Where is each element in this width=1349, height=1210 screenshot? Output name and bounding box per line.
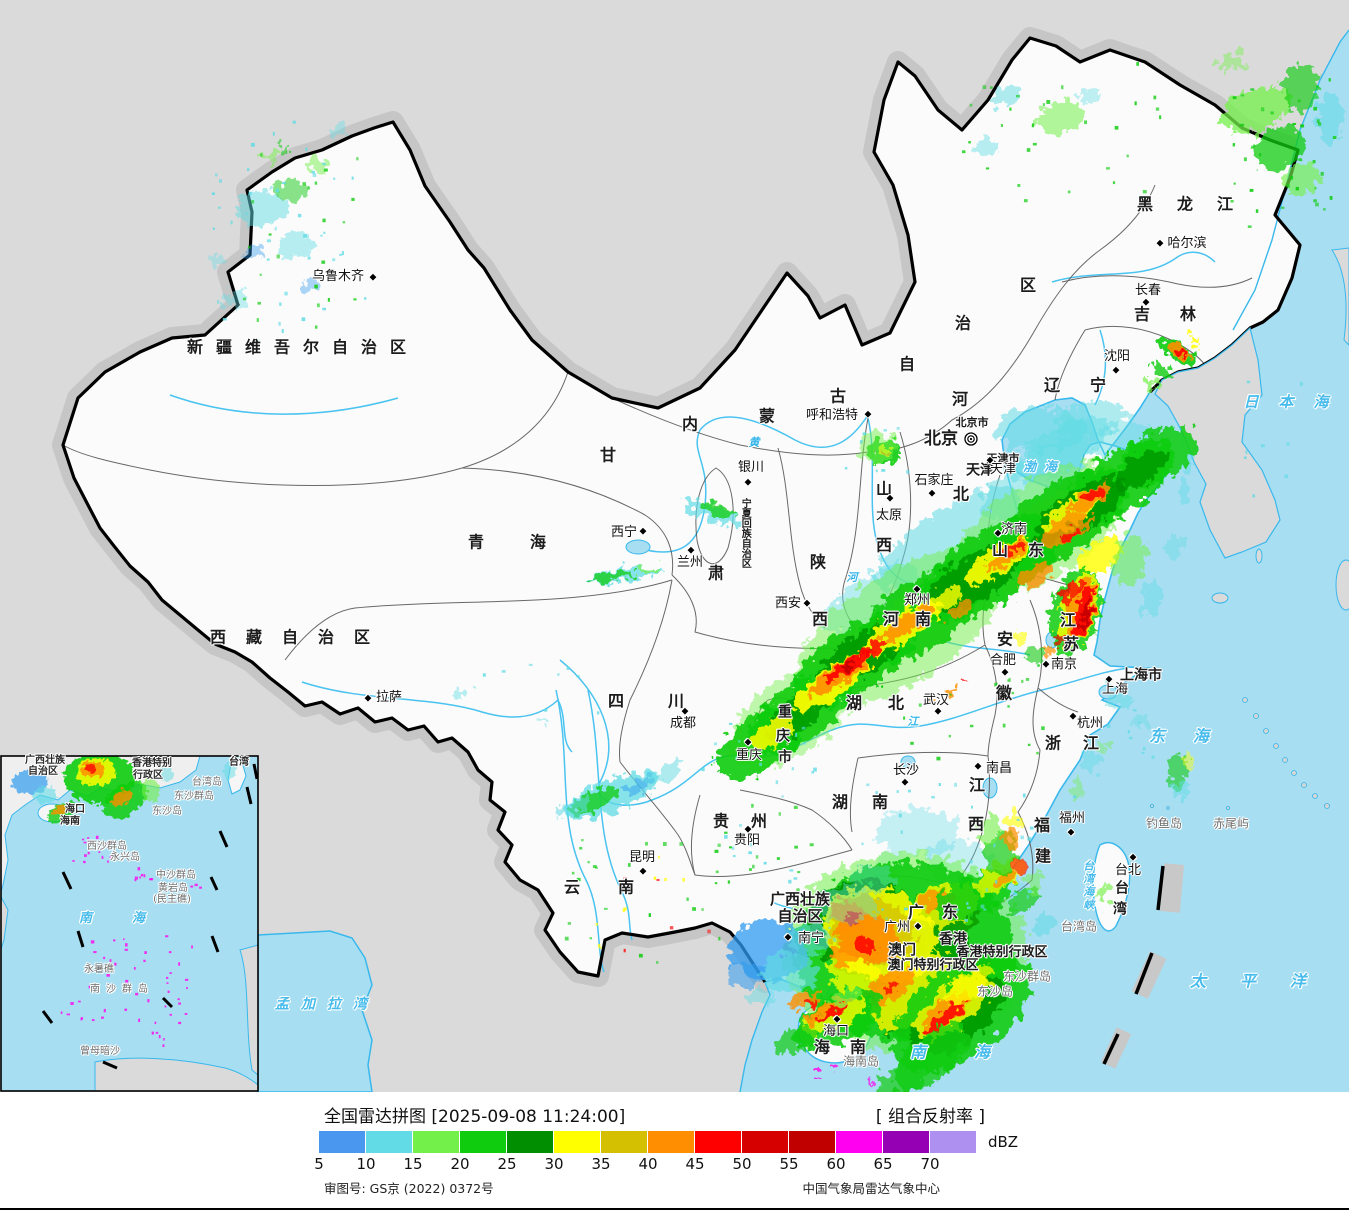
taiwan-island: [1092, 842, 1131, 932]
legend-bar: 全国雷达拼图 [2025-09-08 11:24:00] [ 组合反射率 ] d…: [0, 1092, 1349, 1206]
national-border: [61, 36, 1302, 983]
radar-echo-layer: [210, 53, 1343, 1092]
dbz-tick: 40: [638, 1155, 658, 1173]
beijing-capital-marker: [964, 432, 978, 446]
colorbar-swatch: [930, 1131, 976, 1153]
colorbar-swatch: [742, 1131, 788, 1153]
inset-island-dots: [60, 835, 202, 1048]
colorbar-swatch: [319, 1131, 365, 1153]
inset-radar-echoes: [12, 756, 236, 822]
dbz-tick: 20: [450, 1155, 470, 1173]
dbz-colorbar: [319, 1131, 977, 1153]
dbz-unit-label: dBZ: [988, 1133, 1019, 1151]
ryukyu-islands: [1150, 697, 1330, 811]
colorbar-swatch: [695, 1131, 741, 1153]
basemap-svg: [0, 0, 1349, 1092]
bay-of-bengal-sea: [257, 930, 373, 1092]
colorbar-swatch: [507, 1131, 553, 1153]
dbz-tick: 35: [591, 1155, 611, 1173]
dbz-tick: 65: [873, 1155, 893, 1173]
colorbar-swatch: [601, 1131, 647, 1153]
inset-philippines: [239, 944, 258, 1076]
jeju-island: [1211, 592, 1229, 604]
inset-nine-dash: [41, 763, 258, 1070]
china-radar-map: 新疆维吾尔自治区 西藏自治区 青海甘肃内蒙古自治区河北山西陕西山东河南安徽江苏湖北浙…: [0, 0, 1349, 1092]
lakes: [625, 539, 1118, 799]
inset-vietnam: [1, 895, 9, 951]
korea-peninsula: [1154, 326, 1281, 559]
dbz-tick: 50: [732, 1155, 752, 1173]
dbz-tick: 45: [685, 1155, 705, 1173]
map-title: 全国雷达拼图 [2025-09-08 11:24:00]: [324, 1107, 626, 1127]
colorbar-swatch: [413, 1131, 459, 1153]
colorbar-swatch: [836, 1131, 882, 1153]
colorbar-swatch: [789, 1131, 835, 1153]
colorbar-swatch: [366, 1131, 412, 1153]
data-center-credit: 中国气象局雷达气象中心: [802, 1181, 940, 1196]
colorbar-swatch: [554, 1131, 600, 1153]
tsushima-island: [1255, 548, 1263, 564]
colorbar-swatch: [883, 1131, 929, 1153]
dbz-tick: 55: [779, 1155, 799, 1173]
product-label: [ 组合反射率 ]: [875, 1107, 985, 1127]
inset-borneo: [94, 1057, 258, 1091]
east-south-sea: [740, 30, 1349, 1092]
dbz-tick: 25: [497, 1155, 517, 1173]
map-approval-number: 审图号: GS京 (2022) 0372号: [324, 1181, 494, 1196]
dbz-tick: 60: [826, 1155, 846, 1173]
nine-dash-line: [1102, 865, 1165, 1065]
dbz-tick: 70: [920, 1155, 940, 1173]
radar-speckle-layer: [211, 61, 1337, 964]
colorbar-swatch: [648, 1131, 694, 1153]
japan-coast-edge: [1331, 247, 1349, 346]
inset-border: [0, 755, 259, 1092]
dbz-tick: 10: [356, 1155, 376, 1173]
dbz-tick: 5: [314, 1155, 324, 1173]
dbz-tick: 30: [544, 1155, 564, 1173]
colorbar-swatch: [460, 1131, 506, 1153]
dbz-tick-labels: 5 10 15 20 25 30 35 40 45 50 55 60 65 70: [0, 1155, 1349, 1175]
dbz-tick: 15: [403, 1155, 423, 1173]
south-china-sea-inset: [1, 756, 258, 1091]
kyushu-edge: [1335, 559, 1349, 611]
